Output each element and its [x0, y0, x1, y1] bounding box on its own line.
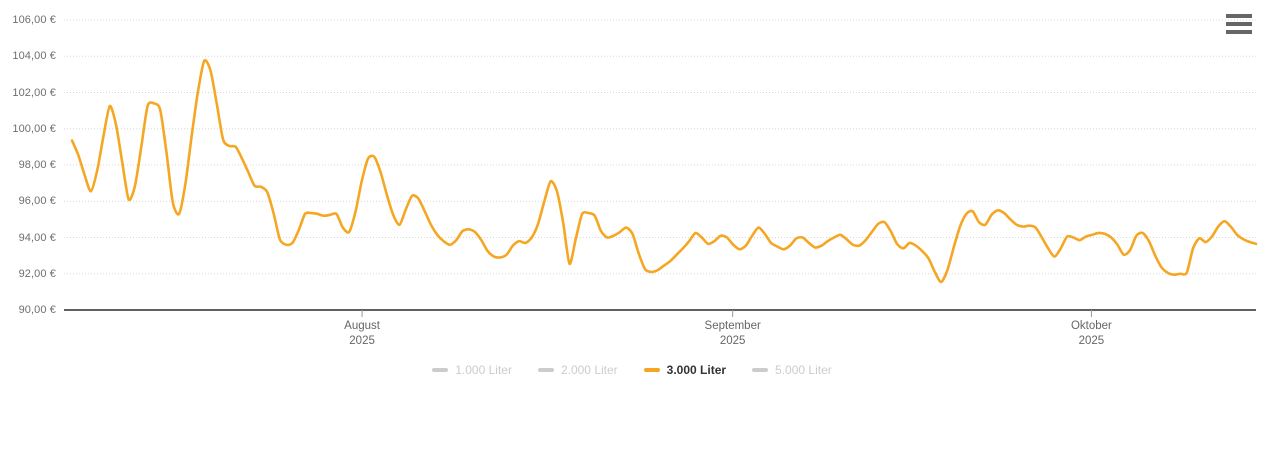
x-axis-year: 2025	[349, 335, 375, 347]
y-axis-tick-label: 98,00 €	[18, 159, 56, 171]
x-axis-year: 2025	[719, 335, 746, 347]
x-axis-year: 2025	[1078, 335, 1105, 347]
series-lines	[70, 58, 1258, 284]
y-axis-tick-label: 96,00 €	[18, 195, 56, 208]
legend-item-label: 1.000 Liter	[455, 363, 512, 377]
hamburger-menu-icon[interactable]	[1226, 12, 1252, 36]
x-axis-month: September	[704, 320, 761, 332]
chart-legend: 1.000 Liter 2.000 Liter 3.000 Liter 5.000 L…	[0, 363, 1264, 377]
x-axis-tick-label: September 2025	[705, 319, 761, 349]
plot-area: 90,00 € 92,00 € 94,00 € 96,00 € 98,00 € 100,0…	[0, 0, 1258, 360]
legend-item-label: 2.000 Liter	[560, 363, 618, 377]
y-axis-labels: 90,00 € 92,00 € 94,00 € 96,00 € 98,00 € 100,0…	[0, 0, 56, 360]
legend-marker-icon	[432, 368, 449, 372]
menu-bar-2	[1226, 22, 1252, 26]
x-axis-tick-label: August 2025	[344, 319, 380, 349]
legend-marker-icon	[537, 368, 554, 372]
legend-item-2[interactable]: 2.000 Liter	[537, 363, 618, 377]
menu-bar-1	[1226, 14, 1252, 18]
x-axis-tick-label: Oktober 2025	[1071, 319, 1112, 349]
x-axis-month: August	[344, 320, 380, 332]
legend-item-label: 3.000 Liter	[666, 363, 727, 377]
x-axis-tick-marks	[361, 310, 1092, 317]
line-chart-svg	[64, 19, 1258, 317]
legend-item-4[interactable]: 5.000 Liter	[752, 363, 832, 377]
y-axis-tick-label: 104,00 €	[12, 50, 56, 63]
y-axis-tick-label: 92,00 €	[18, 267, 56, 280]
legend-marker-icon	[643, 368, 660, 372]
x-axis-month: Oktober	[1070, 320, 1112, 332]
legend-item-3[interactable]: 3.000 Liter	[643, 363, 727, 377]
y-axis-tick-label: 90,00 €	[18, 304, 56, 316]
legend-marker-icon	[752, 368, 769, 372]
y-axis-tick-label: 94,00 €	[18, 231, 56, 244]
menu-bar-3	[1226, 30, 1252, 34]
gridlines	[64, 19, 1256, 275]
series-line[interactable]	[70, 58, 1258, 284]
y-axis-tick-label: 102,00 €	[12, 86, 56, 99]
y-axis-tick-label: 100,00 €	[12, 122, 56, 135]
legend-item-1[interactable]: 1.000 Liter	[432, 363, 512, 377]
legend-item-label: 5.000 Liter	[775, 363, 832, 377]
y-axis-tick-label: 106,00 €	[12, 14, 56, 26]
